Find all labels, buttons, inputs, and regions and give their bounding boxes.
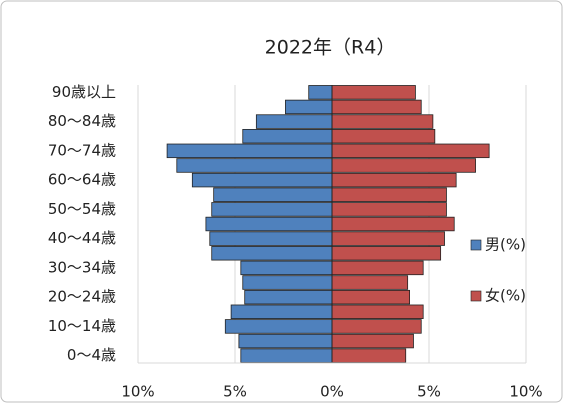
bar bbox=[331, 158, 476, 173]
x-tick-label: 10% bbox=[121, 383, 154, 401]
bar bbox=[244, 289, 333, 305]
legend-label: 男(%) bbox=[485, 236, 526, 254]
y-tick-label: 20〜24歳 bbox=[48, 288, 116, 306]
bar bbox=[331, 348, 407, 363]
bar bbox=[238, 333, 333, 349]
bar bbox=[331, 187, 447, 202]
bar bbox=[240, 260, 333, 276]
y-tick-label: 0〜4歳 bbox=[67, 346, 116, 364]
y-tick-label: 10〜14歳 bbox=[48, 317, 116, 335]
y-tick-label: 60〜64歳 bbox=[48, 171, 116, 189]
bar bbox=[255, 114, 333, 129]
y-tick-label: 40〜44歳 bbox=[48, 229, 116, 247]
y-tick-label: 70〜74歳 bbox=[48, 141, 116, 159]
bar bbox=[205, 216, 333, 232]
x-tick-label: 5% bbox=[417, 383, 441, 401]
bar bbox=[331, 99, 422, 115]
legend-swatch bbox=[470, 290, 482, 302]
bar bbox=[242, 128, 333, 144]
x-tick-label: 5% bbox=[223, 383, 247, 401]
y-tick-label: 30〜34歳 bbox=[48, 258, 116, 276]
bar bbox=[191, 172, 333, 188]
legend-label: 女(%) bbox=[485, 287, 526, 305]
bar bbox=[331, 231, 445, 246]
bar bbox=[331, 143, 490, 159]
bar bbox=[176, 158, 333, 173]
bar bbox=[240, 348, 333, 363]
bar bbox=[331, 275, 409, 290]
legend-swatch bbox=[470, 239, 482, 251]
y-tick-label: 50〜54歳 bbox=[48, 200, 116, 218]
x-tick-label: 10% bbox=[509, 383, 542, 401]
bar bbox=[209, 231, 333, 246]
bar bbox=[331, 260, 424, 276]
bar bbox=[166, 143, 333, 159]
y-tick-label: 90歳以上 bbox=[52, 83, 116, 101]
bar bbox=[331, 172, 457, 188]
bar bbox=[308, 85, 333, 100]
bar bbox=[211, 246, 333, 261]
bar bbox=[285, 99, 333, 115]
bar bbox=[331, 216, 455, 232]
bar bbox=[331, 304, 424, 320]
bar bbox=[331, 333, 414, 349]
bar bbox=[242, 275, 333, 290]
x-tick-label: 0% bbox=[320, 383, 344, 401]
bar bbox=[331, 319, 422, 334]
bar bbox=[224, 319, 333, 334]
bar bbox=[211, 202, 333, 217]
bar bbox=[230, 304, 333, 320]
bar bbox=[331, 246, 442, 261]
bar bbox=[331, 128, 436, 144]
bar bbox=[213, 187, 333, 202]
bar bbox=[331, 114, 434, 129]
bar bbox=[331, 202, 447, 217]
y-tick-label: 80〜84歳 bbox=[48, 112, 116, 130]
bar bbox=[331, 85, 416, 100]
bar bbox=[331, 289, 410, 305]
chart-title: 2022年（R4） bbox=[265, 37, 396, 59]
